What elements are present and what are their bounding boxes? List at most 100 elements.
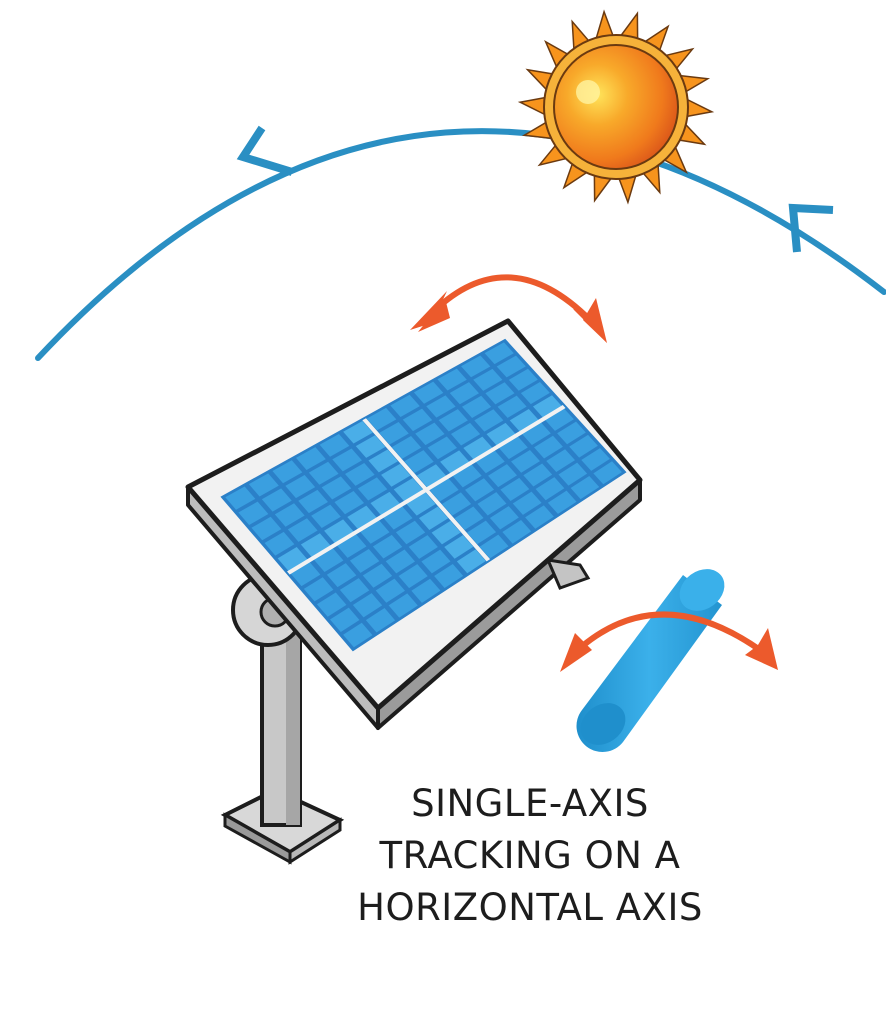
panel-cell: [462, 395, 492, 418]
panel-cell: [383, 506, 413, 530]
panel-cell: [296, 447, 326, 471]
panel-cell: [321, 476, 352, 500]
panel-cell: [427, 436, 457, 460]
panel-cell: [532, 395, 562, 418]
panel-cell: [385, 549, 415, 574]
panel-cell: [593, 461, 622, 485]
panel-cell: [502, 520, 532, 544]
panel-cell: [475, 450, 505, 474]
panel-cell: [547, 490, 577, 514]
panel-cell: [512, 491, 542, 515]
panel-cell: [225, 486, 256, 510]
panel-cell: [449, 382, 479, 405]
panel-cell: [316, 592, 347, 617]
panel-cell: [343, 622, 373, 648]
panel-cell: [248, 473, 279, 497]
panel-cell: [319, 434, 350, 457]
panel-cell: [484, 342, 514, 365]
panel-cell: [287, 518, 318, 542]
panel-cell: [391, 436, 422, 459]
panel-cell: [336, 534, 367, 558]
panel-cell: [343, 420, 373, 444]
panel-cell: [372, 534, 403, 559]
panel-cell: [368, 449, 398, 473]
panel-cell: [461, 355, 491, 378]
rotation-axis-icon: [576, 569, 725, 752]
panel-cell: [393, 478, 424, 502]
mount-post: [220, 573, 345, 865]
panel-cell: [535, 477, 565, 501]
panel-cell: [465, 478, 495, 502]
panel-cell: [272, 460, 303, 484]
sun-icon: [517, 9, 715, 205]
sun-path-arrow-icon-2: [788, 203, 834, 253]
panel-cell: [523, 463, 553, 487]
panel-cell: [303, 577, 334, 602]
panel-cell: [467, 520, 497, 545]
panel-divider: [286, 404, 567, 576]
panel-cell: [525, 505, 554, 529]
panel-cell: [406, 492, 436, 516]
panel-cell: [454, 506, 484, 530]
sun-path: [35, 128, 886, 361]
panel-cell: [581, 448, 610, 471]
panel-cell: [437, 368, 467, 391]
panel-cell: [442, 492, 472, 516]
panel-cell: [508, 368, 538, 391]
panel-cell: [298, 489, 328, 514]
panel-cell: [330, 607, 360, 633]
panel-cell: [500, 477, 530, 501]
panel-cell: [416, 464, 447, 488]
panel-cell: [355, 435, 386, 458]
panel-cell: [438, 409, 468, 432]
panel-cell: [311, 504, 341, 529]
panel-cell: [426, 395, 456, 418]
panel-cell: [415, 422, 445, 446]
panel-cell: [413, 381, 444, 404]
panel-cell: [444, 535, 474, 559]
panel-cell: [366, 407, 397, 431]
panel-cell: [418, 506, 449, 530]
panel-cell: [395, 520, 426, 545]
sun-path-arrow-icon: [236, 125, 294, 176]
panel-cell: [360, 520, 390, 544]
panel-cell: [313, 548, 344, 573]
panel-cell: [509, 409, 539, 432]
panel-cell: [404, 450, 434, 473]
solar-panel-icon: [185, 318, 643, 730]
panel-cell: [570, 475, 600, 500]
panel-cell: [390, 394, 420, 418]
panel-cell: [362, 563, 393, 588]
panel-cell: [486, 422, 516, 446]
panel-cell: [357, 477, 388, 501]
panel-cell: [496, 355, 526, 378]
panel-cell: [285, 475, 316, 499]
panel-cell: [326, 563, 357, 588]
panel-cell: [339, 578, 370, 603]
panel-cell: [434, 564, 464, 589]
panel-cell: [408, 535, 438, 559]
caption-line-1: SINGLE-AXIS: [411, 782, 649, 825]
panel-cell: [261, 488, 292, 512]
panel-cell: [456, 549, 486, 574]
panel-cell: [324, 519, 354, 543]
panel-cell: [489, 506, 519, 530]
panel-cell: [264, 531, 295, 556]
panel-cell: [569, 434, 598, 458]
panel-cell: [381, 463, 411, 487]
panel-cell: [497, 395, 527, 418]
panel-cell: [352, 593, 383, 618]
panel-cell: [290, 562, 321, 587]
panel-cell: [511, 449, 540, 473]
panel-cell: [421, 549, 451, 574]
panel-cell: [411, 578, 441, 603]
rotation-arrow-icon: [560, 611, 778, 672]
panel-cell: [485, 382, 515, 405]
panel-cell: [274, 503, 305, 527]
panel-cell: [402, 408, 433, 432]
panel-cell: [473, 368, 503, 391]
caption-line-2: TRACKING ON A: [379, 834, 681, 877]
panel-cell: [308, 461, 339, 485]
panel-cell: [463, 436, 493, 460]
